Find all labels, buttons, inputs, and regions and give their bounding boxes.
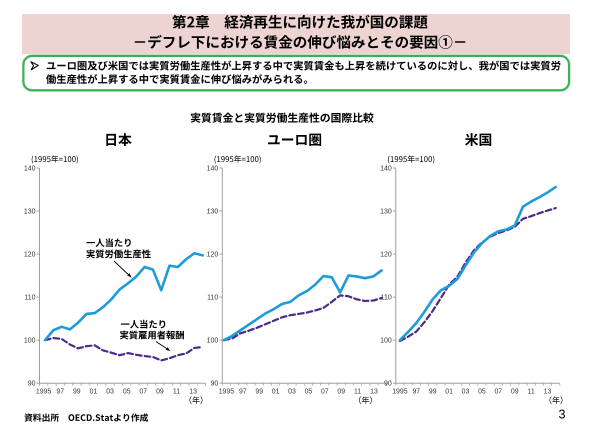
svg-text:120: 120: [207, 252, 219, 259]
svg-text:90: 90: [384, 381, 392, 388]
svg-text:140: 140: [24, 166, 36, 173]
svg-text:97: 97: [56, 389, 64, 396]
svg-text:99: 99: [429, 389, 437, 396]
svg-text:100: 100: [24, 338, 36, 345]
svg-text:110: 110: [24, 295, 35, 302]
svg-text:09: 09: [337, 389, 345, 396]
svg-text:13: 13: [189, 389, 197, 396]
svg-text:11: 11: [173, 389, 180, 396]
svg-text:97: 97: [239, 389, 247, 396]
svg-text:07: 07: [321, 389, 329, 396]
svg-text:09: 09: [156, 389, 164, 396]
svg-text:03: 03: [288, 389, 296, 396]
svg-text:99: 99: [255, 389, 263, 396]
svg-text:1995: 1995: [36, 389, 51, 396]
svg-text:130: 130: [24, 209, 36, 216]
svg-text:90: 90: [28, 381, 36, 388]
svg-text:100: 100: [207, 338, 219, 345]
svg-text:07: 07: [494, 389, 502, 396]
svg-text:140: 140: [380, 166, 392, 173]
svg-text:110: 110: [381, 295, 392, 302]
svg-text:01: 01: [272, 389, 280, 396]
svg-text:03: 03: [462, 389, 470, 396]
svg-text:3: 3: [558, 408, 565, 422]
svg-text:01: 01: [90, 389, 98, 396]
svg-text:01: 01: [445, 389, 453, 396]
svg-text:09: 09: [511, 389, 519, 396]
svg-text:13: 13: [544, 389, 552, 396]
svg-text:11: 11: [354, 389, 361, 396]
svg-text:13: 13: [370, 389, 378, 396]
svg-text:1995: 1995: [219, 389, 234, 396]
svg-text:110: 110: [207, 295, 218, 302]
svg-text:100: 100: [380, 338, 392, 345]
svg-text:97: 97: [412, 389, 420, 396]
svg-text:11: 11: [528, 389, 535, 396]
svg-text:07: 07: [139, 389, 147, 396]
svg-text:120: 120: [24, 252, 36, 259]
svg-text:90: 90: [211, 381, 219, 388]
svg-text:03: 03: [106, 389, 114, 396]
svg-text:140: 140: [207, 166, 219, 173]
svg-text:05: 05: [305, 389, 313, 396]
svg-text:99: 99: [73, 389, 81, 396]
svg-text:130: 130: [207, 209, 219, 216]
svg-text:05: 05: [123, 389, 131, 396]
svg-text:130: 130: [380, 209, 392, 216]
svg-text:05: 05: [478, 389, 486, 396]
svg-text:120: 120: [380, 252, 392, 259]
svg-text:1995: 1995: [392, 389, 407, 396]
